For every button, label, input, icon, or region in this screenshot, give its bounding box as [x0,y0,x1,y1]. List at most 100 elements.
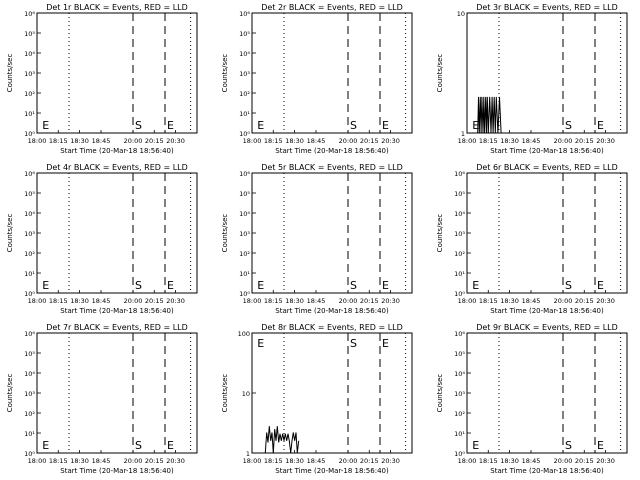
y-tick-label: 10⁰ [239,290,250,298]
x-axis-label: Start Time (20-Mar-18 18:56:40) [490,147,604,155]
marker-letter: S [565,119,572,132]
x-axis-label: Start Time (20-Mar-18 18:56:40) [60,467,174,475]
y-tick-label: 10¹ [24,270,35,278]
y-tick-label: 10⁴ [454,210,465,218]
x-tick-label: 18:30 [285,457,304,465]
marker-letter: E [472,119,479,132]
marker-letter: E [597,119,604,132]
x-tick-label: 20:30 [166,297,185,305]
x-tick-label: 18:45 [307,137,326,145]
marker-letter: E [42,119,49,132]
y-tick-label: 10⁴ [239,210,250,218]
x-tick-label: 20:15 [145,137,164,145]
y-tick-label: 10⁵ [239,30,250,38]
panel-title: Det 8r BLACK = Events, RED = LLD [261,323,403,332]
x-tick-label: 18:30 [500,137,519,145]
x-tick-label: 18:45 [307,297,326,305]
y-tick-label: 10⁶ [239,10,250,18]
panel-title: Det 4r BLACK = Events, RED = LLD [46,163,188,172]
y-tick-label: 10⁵ [239,190,250,198]
y-axis-label: Counts/sec [436,374,444,413]
marker-letter: S [135,279,142,292]
y-tick-label: 10¹ [239,110,250,118]
x-tick-label: 20:15 [575,137,594,145]
panel-p3: Det 3r BLACK = Events, RED = LLD Counts/s… [436,3,628,155]
marker-letter: E [257,279,264,292]
y-tick-label: 10³ [239,70,250,78]
x-tick-label: 20:00 [339,297,358,305]
y-tick-label: 10¹ [24,110,35,118]
y-tick-label: 10³ [24,390,35,398]
y-tick-label: 10⁵ [24,30,35,38]
y-tick-label: 10⁴ [24,370,35,378]
x-tick-label: 18:00 [458,457,477,465]
x-tick-label: 18:45 [307,457,326,465]
x-tick-label: 20:15 [575,297,594,305]
panel-title: Det 3r BLACK = Events, RED = LLD [476,3,618,12]
plot-frame [36,12,198,134]
marker-letter: E [42,439,49,452]
y-tick-label: 10³ [24,70,35,78]
x-tick-label: 18:15 [479,457,498,465]
x-tick-label: 20:00 [124,137,143,145]
x-tick-label: 20:15 [575,457,594,465]
plot-frame [466,172,628,294]
x-tick-label: 20:15 [145,297,164,305]
marker-letter: E [257,119,264,132]
x-tick-label: 18:00 [28,457,47,465]
x-tick-label: 20:15 [145,457,164,465]
x-tick-label: 18:45 [92,457,111,465]
x-tick-label: 18:15 [264,137,283,145]
x-tick-label: 20:15 [360,137,379,145]
panel-p7: Det 7r BLACK = Events, RED = LLD Counts/s… [6,323,198,475]
x-tick-label: 20:30 [381,457,400,465]
y-tick-label: 10⁶ [239,170,250,178]
panel-p2: Det 2r BLACK = Events, RED = LLD Counts/s… [221,3,413,155]
y-tick-label: 10² [24,410,35,418]
y-axis-label: Counts/sec [221,54,229,93]
panel-title: Det 1r BLACK = Events, RED = LLD [46,3,188,12]
x-axis-label: Start Time (20-Mar-18 18:56:40) [60,307,174,315]
y-tick-label: 10⁵ [454,350,465,358]
x-tick-label: 20:00 [124,457,143,465]
y-axis-label: Counts/sec [436,54,444,93]
y-tick-label: 10⁰ [239,130,250,138]
panel-title: Det 9r BLACK = Events, RED = LLD [476,323,618,332]
x-tick-label: 18:00 [28,137,47,145]
events-series-line [264,426,300,454]
x-tick-label: 18:15 [49,137,68,145]
y-tick-label: 10¹ [454,430,465,438]
x-tick-label: 20:00 [339,457,358,465]
marker-letter: E [382,279,389,292]
marker-letter: S [565,279,572,292]
marker-letter: E [597,439,604,452]
marker-letter: S [350,119,357,132]
plot-frame [251,12,413,134]
plot-frame [36,172,198,294]
y-tick-label: 10⁰ [24,450,35,458]
x-tick-label: 18:30 [500,297,519,305]
y-tick-label: 10⁵ [24,350,35,358]
x-tick-label: 18:30 [285,297,304,305]
y-tick-label: 10² [454,410,465,418]
y-tick-label: 10⁰ [454,450,465,458]
x-axis-label: Start Time (20-Mar-18 18:56:40) [490,467,604,475]
y-tick-label: 1 [246,450,250,458]
panel-p8: Det 8r BLACK = Events, RED = LLD Counts/s… [221,323,413,475]
panel-p6: Det 6r BLACK = Events, RED = LLD Counts/s… [436,163,628,315]
x-axis-label: Start Time (20-Mar-18 18:56:40) [490,307,604,315]
y-tick-label: 10⁰ [454,290,465,298]
x-tick-label: 20:00 [339,137,358,145]
x-tick-label: 20:00 [554,297,573,305]
y-tick-label: 10⁴ [24,210,35,218]
x-tick-label: 18:00 [243,457,262,465]
x-tick-label: 18:15 [49,457,68,465]
marker-letter: E [472,279,479,292]
y-tick-label: 100 [238,330,250,338]
x-tick-label: 20:30 [381,137,400,145]
y-tick-label: 10⁶ [24,10,35,18]
y-tick-label: 10⁰ [24,290,35,298]
panel-p4: Det 4r BLACK = Events, RED = LLD Counts/s… [6,163,198,315]
x-tick-label: 20:00 [554,137,573,145]
y-axis-label: Counts/sec [436,214,444,253]
